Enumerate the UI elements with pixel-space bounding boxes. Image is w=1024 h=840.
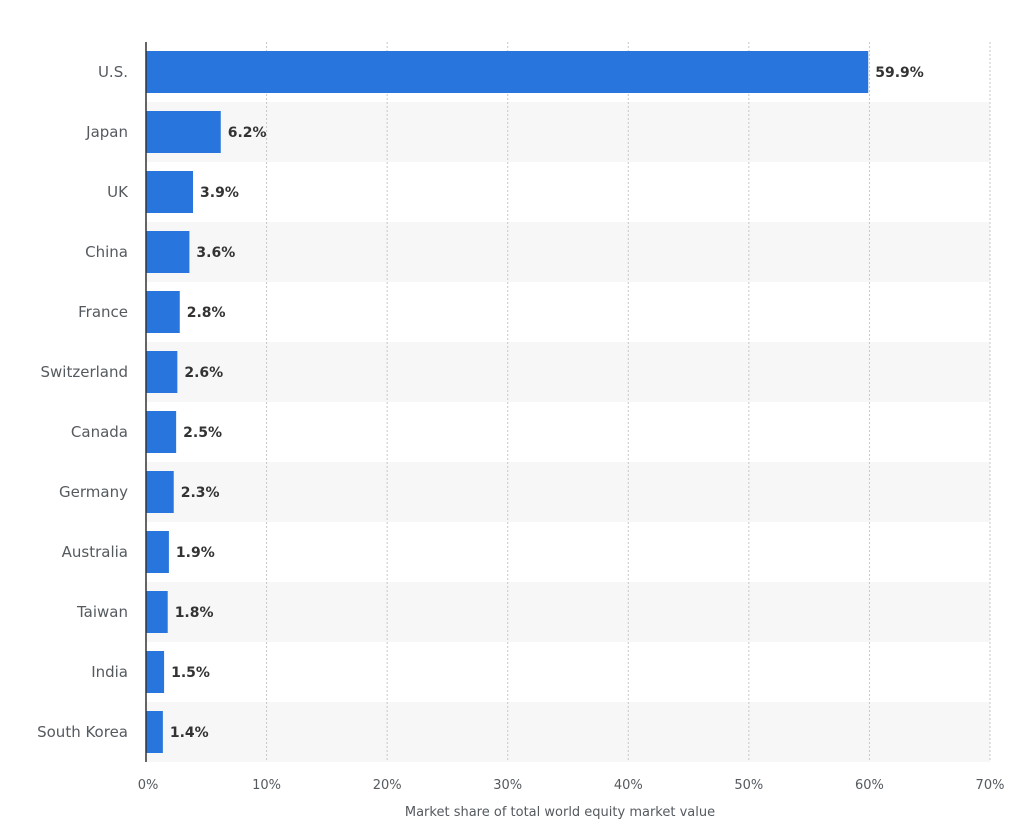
category-label: France (78, 303, 128, 321)
category-label: U.S. (98, 63, 128, 81)
bar (146, 51, 869, 93)
bar (146, 291, 180, 333)
value-labels: 59.9% 6.2% 3.9% 3.6% 2.8% 2.6% 2.5% 2.3% 1.9% 1.8… (170, 65, 924, 741)
bars (146, 51, 869, 753)
x-tick-label: 0% (138, 778, 159, 793)
value-label: 1.5% (171, 665, 210, 681)
bar (146, 231, 190, 273)
value-label: 3.6% (196, 245, 235, 261)
x-tick-label: 40% (614, 778, 643, 793)
bar (146, 711, 163, 753)
value-label: 1.9% (176, 545, 215, 561)
x-tick-label: 70% (976, 778, 1005, 793)
category-label: Australia (62, 543, 128, 561)
category-label: Taiwan (76, 603, 128, 621)
row-band (146, 462, 990, 522)
x-tick-label: 60% (855, 778, 884, 793)
x-tick-label: 20% (373, 778, 402, 793)
category-label: South Korea (37, 723, 128, 741)
value-label: 1.4% (170, 725, 209, 741)
value-label: 2.8% (187, 305, 226, 321)
gridlines (266, 42, 991, 762)
row-band (146, 222, 990, 282)
x-tick-labels: 0% 10% 20% 30% 40% 50% 60% 70% (138, 778, 1005, 793)
x-tick-label: 50% (734, 778, 763, 793)
row-bands (146, 102, 990, 762)
row-band (146, 702, 990, 762)
category-label: UK (107, 183, 129, 201)
x-tick-label: 30% (493, 778, 522, 793)
bar (146, 411, 177, 453)
value-label: 6.2% (228, 125, 267, 141)
category-labels: U.S. Japan UK China France Switzerland Canada G… (37, 63, 129, 741)
category-label: Switzerland (41, 363, 129, 381)
row-band (146, 342, 990, 402)
category-label: Canada (71, 423, 128, 441)
value-label: 1.8% (175, 605, 214, 621)
category-label: Japan (85, 123, 128, 141)
bar (146, 171, 194, 213)
bar (146, 111, 221, 153)
x-axis-title: Market share of total world equity marke… (405, 805, 715, 820)
value-label: 3.9% (200, 185, 239, 201)
bar (146, 471, 174, 513)
value-label: 59.9% (875, 65, 924, 81)
category-label: China (85, 243, 128, 261)
bar (146, 651, 165, 693)
category-label: India (91, 663, 128, 681)
bar (146, 591, 168, 633)
x-tick-label: 10% (252, 778, 281, 793)
value-label: 2.5% (183, 425, 222, 441)
row-band (146, 582, 990, 642)
value-label: 2.6% (184, 365, 223, 381)
category-label: Germany (59, 483, 128, 501)
row-band (146, 102, 990, 162)
bar (146, 531, 169, 573)
bar (146, 351, 178, 393)
value-label: 2.3% (181, 485, 220, 501)
